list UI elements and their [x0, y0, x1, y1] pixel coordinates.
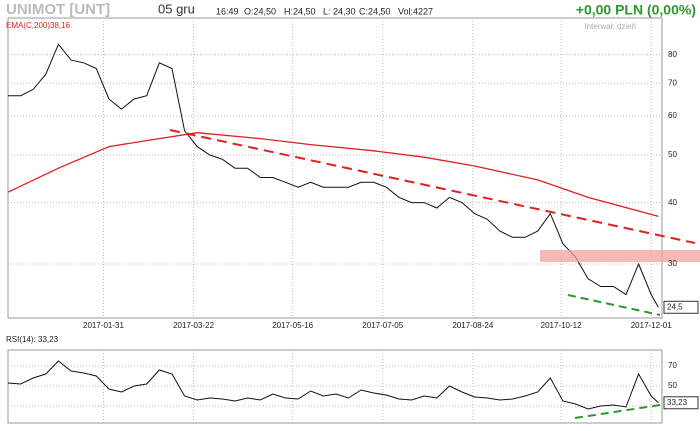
- y-tick-label: 50: [668, 150, 677, 159]
- rsi-trend-line: [574, 404, 661, 419]
- last-value-box: [663, 396, 699, 410]
- x-tick-label: 2017-07-05: [362, 321, 403, 330]
- x-tick-label: 2017-03-22: [173, 321, 214, 330]
- volume: Vol:4227: [398, 6, 433, 16]
- resistance-zone: [540, 250, 700, 262]
- series-line: [7, 360, 659, 410]
- last-value-label: 24,5: [667, 302, 683, 311]
- last-value-label: 33,23: [667, 398, 688, 407]
- x-tick-label: 2017-12-01: [631, 321, 672, 330]
- change: +0,00 PLN (0,00%): [576, 2, 696, 18]
- y-tick-label: 50: [668, 381, 677, 390]
- ticker: UNIMOT [UNT]: [6, 1, 110, 18]
- rsi-legend: RSI(14): 33,23: [6, 335, 59, 344]
- x-tick-label: 2017-01-31: [83, 321, 124, 330]
- series-line: [7, 132, 659, 218]
- drawings: [169, 129, 700, 419]
- x-tick-label: 2017-05-16: [272, 321, 313, 330]
- y-tick-label: 70: [668, 78, 677, 87]
- support-line: [567, 294, 661, 316]
- date: 05 gru: [158, 1, 195, 16]
- y-tick-label: 70: [668, 361, 677, 370]
- series-line: [8, 43, 659, 308]
- trend-line: [169, 129, 696, 244]
- y-tick-label: 60: [668, 111, 677, 120]
- close: C:24,50: [359, 6, 391, 16]
- x-tick-label: 2017-10-12: [541, 321, 582, 330]
- time: 16:49: [216, 6, 239, 16]
- y-tick-label: 40: [668, 198, 677, 207]
- x-tick-label: 2017-08-24: [452, 321, 493, 330]
- interval: Interwał: dzień: [584, 22, 636, 31]
- last-value-box: [663, 300, 699, 314]
- y-tick-label: 80: [668, 50, 677, 59]
- y-tick-label: 30: [668, 259, 677, 268]
- plot-frame: [7, 17, 663, 319]
- ema-legend: EMA(C,200)38,16: [6, 21, 71, 30]
- low: L: 24,30: [323, 6, 356, 16]
- open: O:24,50: [244, 6, 276, 16]
- high: H:24,50: [284, 6, 316, 16]
